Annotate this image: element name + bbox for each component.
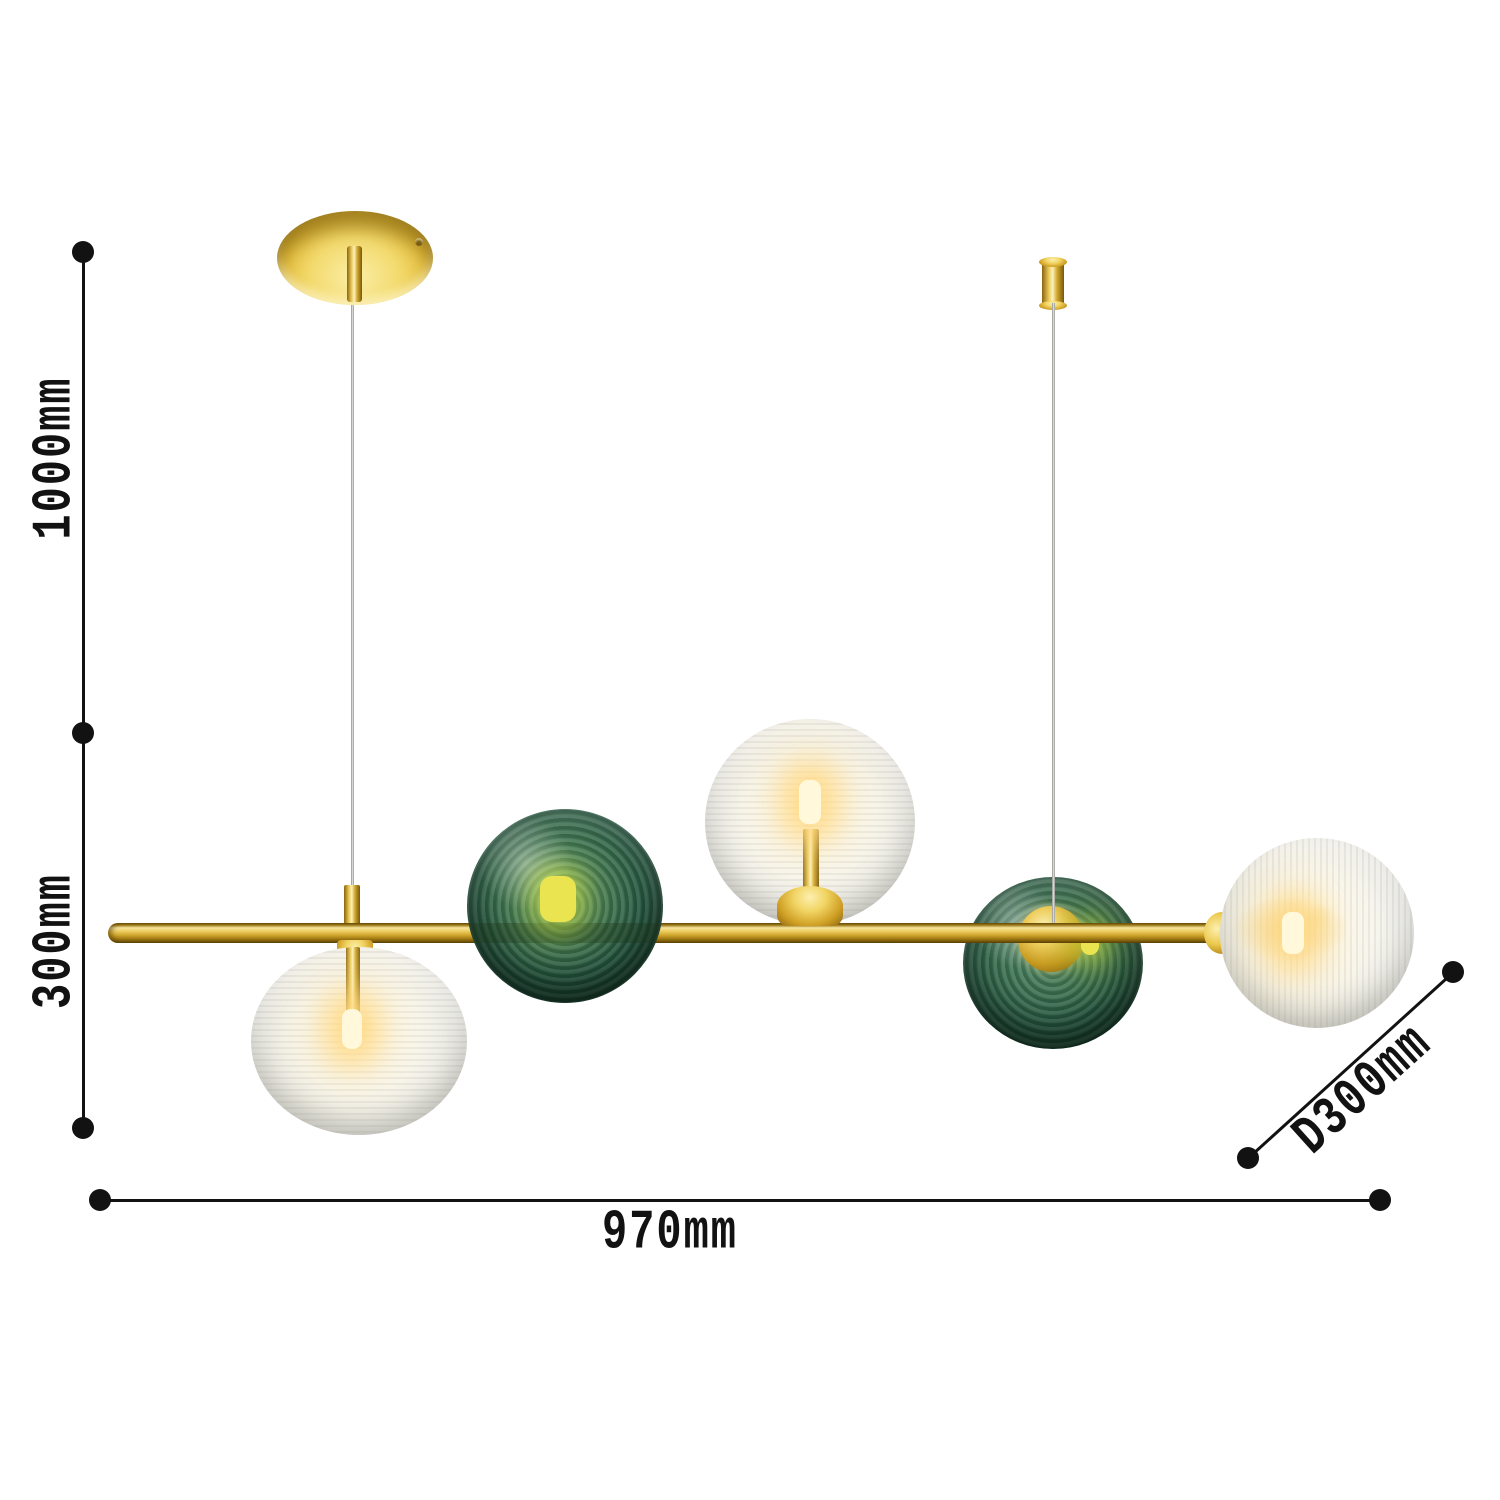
dim-dot [1442,961,1464,983]
canopy-screw [415,238,423,246]
cylinder-cap [1039,257,1067,267]
cable-ferrule-left [344,885,360,925]
dim-dot [89,1189,111,1211]
globe-green-center [467,809,663,1003]
dim-dot [72,241,94,263]
canopy-cord-grip [347,246,362,302]
globe-clear-left [251,947,467,1135]
socket-up-center [777,886,843,926]
dimension-line-horizontal [100,1199,1380,1202]
bulb-right [1282,912,1304,954]
dim-dot [72,1117,94,1139]
bulb-glow-green-center [540,876,576,922]
dimension-line-vertical [82,252,85,1128]
suspension-cylinder-right [1042,262,1064,306]
globe-clear-top [705,719,915,925]
bulb-stem [346,947,360,1019]
bulb-top [799,780,821,824]
bar-seen-through-glass [467,923,663,943]
bulb-left [342,1009,362,1049]
dimension-label-total-width: 970mm [601,1201,739,1265]
globe-clear-right [1220,838,1414,1028]
suspension-cable-left [351,300,354,888]
suspension-cable-right [1052,303,1055,925]
fixture-bar [108,923,1212,943]
dimension-label-upper-drop: 1000mm [23,376,87,540]
dimension-label-globe-diameter: D300mm [1281,1011,1445,1169]
dim-dot [1237,1147,1259,1169]
dim-dot [72,722,94,744]
dimension-label-lower-section: 300mm [23,872,87,1010]
dim-dot [1369,1189,1391,1211]
